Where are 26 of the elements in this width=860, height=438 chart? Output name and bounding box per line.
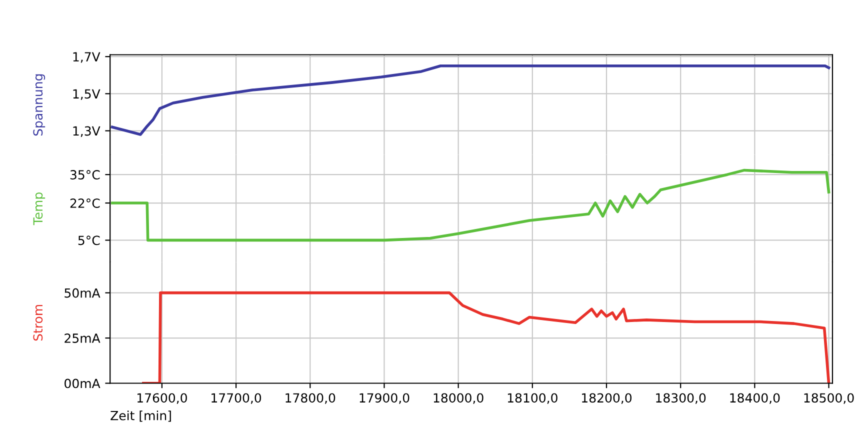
x-tick-label: 17700,0 — [212, 393, 262, 404]
y-tick-label: 1,7V — [73, 52, 100, 63]
line-series — [110, 168, 830, 242]
x-tick-label: 18000,0 — [434, 393, 484, 404]
y-tick-label: 1,3V — [73, 126, 100, 137]
y-tick-label: 35°C — [70, 170, 100, 180]
x-tick-label: 17800,0 — [286, 393, 336, 404]
x-tick-label: 18300,0 — [656, 393, 706, 404]
y-axis-title: Spannung — [33, 74, 46, 136]
y-axis-title: Temp — [33, 192, 46, 226]
x-tick-label: 17900,0 — [360, 393, 410, 404]
y-tick-label: 50mA — [64, 288, 100, 298]
x-tick-label: 18400,0 — [730, 393, 780, 404]
y-tick-label: 25mA — [64, 334, 100, 343]
y-tick-label: 22°C — [70, 198, 100, 208]
x-tick-label: 18200,0 — [582, 393, 632, 404]
y-tick-label: 5°C — [78, 236, 100, 246]
y-tick-label: 00mA — [64, 378, 100, 388]
line-series — [110, 64, 830, 136]
y-axis-title: Strom — [33, 304, 43, 341]
x-tick-label: 18100,0 — [508, 393, 558, 404]
x-tick-label: 17600,0 — [137, 393, 187, 404]
x-tick-label: 18500,0 — [804, 393, 854, 404]
x-axis-title: Zeit [min] — [110, 410, 171, 422]
y-tick-label: 1,5V — [73, 89, 100, 100]
line-series — [142, 291, 830, 384]
